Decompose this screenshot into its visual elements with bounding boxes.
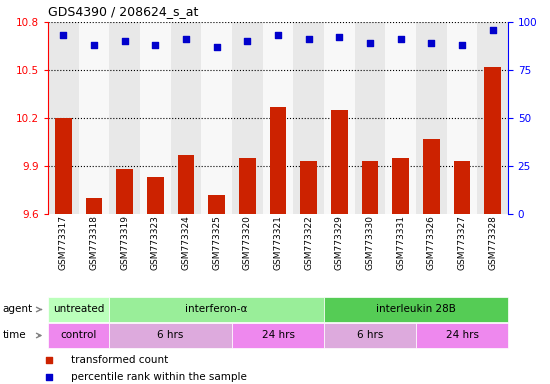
Bar <box>416 22 447 214</box>
Bar <box>355 22 386 214</box>
Bar <box>178 155 195 214</box>
Bar <box>109 22 140 214</box>
Bar <box>270 107 287 214</box>
Bar <box>140 22 170 214</box>
Point <box>335 34 344 40</box>
Bar <box>208 195 225 214</box>
Text: time: time <box>3 331 26 341</box>
Bar <box>109 323 232 348</box>
Text: 6 hrs: 6 hrs <box>157 331 184 341</box>
Bar <box>263 22 293 214</box>
Bar <box>147 177 164 214</box>
Point <box>304 36 313 42</box>
Text: 24 hrs: 24 hrs <box>261 331 294 341</box>
Point <box>396 36 405 42</box>
Bar <box>392 158 409 214</box>
Point <box>90 42 98 48</box>
Text: interleukin 28B: interleukin 28B <box>376 305 456 314</box>
Bar <box>239 158 256 214</box>
Point <box>212 44 221 50</box>
Point <box>59 32 68 38</box>
Text: untreated: untreated <box>53 305 104 314</box>
Bar <box>386 22 416 214</box>
Bar <box>293 22 324 214</box>
Point <box>45 374 53 380</box>
Bar <box>79 22 109 214</box>
Text: transformed count: transformed count <box>71 354 168 364</box>
Point <box>427 40 436 46</box>
Point <box>182 36 190 42</box>
Bar <box>86 198 102 214</box>
Bar <box>109 297 324 322</box>
Point <box>243 38 252 44</box>
Point <box>120 38 129 44</box>
Point <box>151 42 160 48</box>
Bar <box>300 161 317 214</box>
Text: percentile rank within the sample: percentile rank within the sample <box>71 372 247 382</box>
Bar <box>48 22 79 214</box>
Point <box>488 26 497 33</box>
Text: 6 hrs: 6 hrs <box>357 331 383 341</box>
Bar <box>416 323 508 348</box>
Text: interferon-α: interferon-α <box>185 305 248 314</box>
Bar <box>201 22 232 214</box>
Point <box>45 356 53 362</box>
Bar <box>324 22 355 214</box>
Bar <box>48 323 109 348</box>
Bar <box>55 118 72 214</box>
Text: GDS4390 / 208624_s_at: GDS4390 / 208624_s_at <box>48 5 199 18</box>
Bar <box>170 22 201 214</box>
Text: agent: agent <box>3 305 33 314</box>
Bar <box>48 297 109 322</box>
Bar <box>324 323 416 348</box>
Point <box>458 42 466 48</box>
Point <box>366 40 375 46</box>
Bar <box>331 110 348 214</box>
Bar <box>454 161 470 214</box>
Point <box>273 32 282 38</box>
Bar <box>447 22 477 214</box>
Bar <box>477 22 508 214</box>
Bar <box>484 67 501 214</box>
Bar <box>232 323 324 348</box>
Bar <box>361 161 378 214</box>
Bar <box>423 139 440 214</box>
Text: control: control <box>60 331 97 341</box>
Bar <box>116 169 133 214</box>
Text: 24 hrs: 24 hrs <box>446 331 478 341</box>
Bar <box>324 297 508 322</box>
Bar <box>232 22 263 214</box>
